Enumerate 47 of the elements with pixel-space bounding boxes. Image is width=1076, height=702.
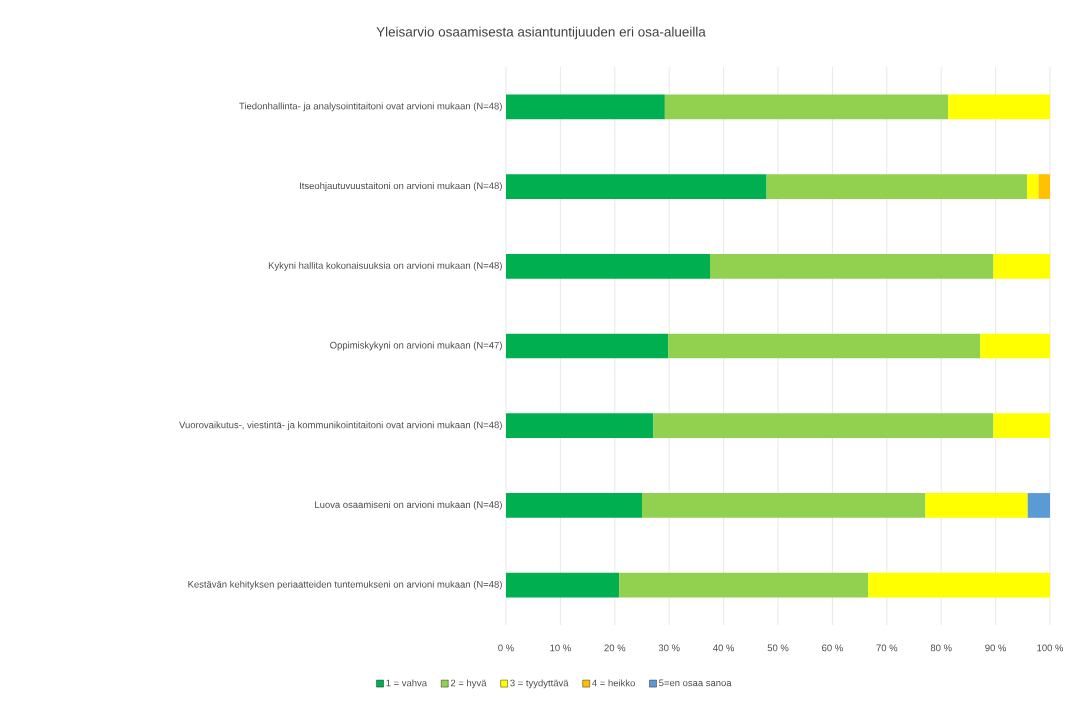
bar xyxy=(506,253,710,279)
x-tick-label: 90 % xyxy=(985,644,1007,652)
bar xyxy=(668,333,981,359)
y-tick-label: Luova osaamiseni on arvioni mukaan (N=48) xyxy=(315,501,502,510)
bar xyxy=(710,253,994,279)
bar xyxy=(1038,174,1051,199)
y-tick-label: Itseohjautuvuustaitoni on arvioni mukaan (N=48) xyxy=(300,182,502,191)
bar xyxy=(506,94,665,120)
bar xyxy=(766,174,1028,199)
bar xyxy=(1027,493,1051,518)
x-tick-label: 80 % xyxy=(930,644,952,652)
bar xyxy=(993,253,1051,279)
chart-title: Yleisarvio osaamisesta asiantuntijuuden eri osa-alueilla xyxy=(376,26,706,40)
x-tick-label: 100 % xyxy=(1037,644,1064,652)
x-tick-label: 10 % xyxy=(550,644,571,652)
bar xyxy=(506,572,620,598)
bar xyxy=(868,572,1051,598)
x-tick-label: 50 % xyxy=(767,644,789,652)
bar xyxy=(925,493,1028,518)
bar xyxy=(1027,174,1039,199)
bar xyxy=(506,493,642,518)
x-tick-label: 40 % xyxy=(713,644,735,652)
y-tick-label: Vuorovaikutus-, viestintä- ja kommunikointitaitoni ovat arvioni mukaan (N=48) xyxy=(179,421,502,431)
bar xyxy=(619,572,869,598)
bar xyxy=(653,413,994,439)
y-tick-label: Kykyni hallita kokonaisuuksia on arvioni mukaan (N=48) xyxy=(268,261,502,271)
y-tick-label: Kestävän kehityksen periaatteiden tuntemukseni on arvioni mukaan (N=48) xyxy=(188,580,502,590)
bar xyxy=(642,493,926,518)
bar xyxy=(948,94,1051,120)
bar xyxy=(506,413,654,439)
legend-label: 5=en osaa sanoa xyxy=(659,679,732,687)
x-tick-label: 20 % xyxy=(604,644,626,652)
x-tick-label: 60 % xyxy=(822,644,843,652)
x-tick-label: 30 % xyxy=(658,644,680,652)
bar xyxy=(664,94,949,120)
x-tick-label: 0 % xyxy=(498,644,514,652)
bar xyxy=(980,333,1051,359)
y-tick-label: Tiedonhallinta- ja analysointitaitoni ovat arvioni mukaan (N=48) xyxy=(239,102,502,112)
y-tick-label: Oppimiskykyni on arvioni mukaan (N=47) xyxy=(330,341,502,351)
legend-label: 1 = vahva xyxy=(386,679,428,687)
bar xyxy=(993,413,1051,439)
legend-label: 3 = tyydyttävä xyxy=(510,679,569,689)
legend-label: 2 = hyvä xyxy=(450,679,487,689)
bar xyxy=(506,333,669,359)
x-tick-label: 70 % xyxy=(876,644,898,652)
bar xyxy=(506,174,767,199)
legend-label: 4 = heikko xyxy=(592,679,635,687)
